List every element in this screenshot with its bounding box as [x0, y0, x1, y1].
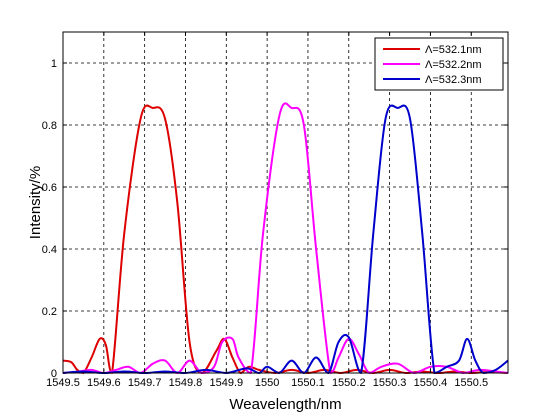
x-tick-label: 1549.6 [87, 377, 121, 389]
x-tick-label: 1550.5 [454, 377, 488, 389]
legend: Λ=532.1nm Λ=532.2nm Λ=532.3nm [374, 37, 504, 91]
x-tick-label: 1550.4 [414, 377, 448, 389]
x-tick-label: 1550.2 [332, 377, 366, 389]
x-tick-label: 1549.9 [209, 377, 243, 389]
x-tick-label: 1549.5 [46, 377, 80, 389]
series-line-3 [62, 104, 509, 374]
legend-entry-1: Λ=532.1nm [425, 44, 482, 56]
y-tick-label: 0.8 [42, 120, 57, 132]
legend-entry-3: Λ=532.3nm [425, 74, 482, 86]
x-tick-label: 1550 [255, 377, 279, 389]
y-tick-label: 0.6 [42, 182, 57, 194]
x-tick-label: 1549.8 [169, 377, 203, 389]
y-tick-label: 0.2 [42, 306, 57, 318]
x-axis-label: Weavelength/nm [229, 396, 341, 413]
y-tick-label: 0 [51, 368, 57, 380]
y-tick-label: 1 [51, 58, 57, 70]
x-tick-label: 1550.1 [291, 377, 325, 389]
y-axis-label: Intensity/% [27, 166, 44, 239]
y-tick-label: 0.4 [42, 244, 57, 256]
legend-entry-2: Λ=532.2nm [425, 59, 482, 71]
x-tick-label: 1549.7 [128, 377, 162, 389]
plot-frame [62, 31, 509, 374]
x-tick-label: 1550.3 [373, 377, 407, 389]
